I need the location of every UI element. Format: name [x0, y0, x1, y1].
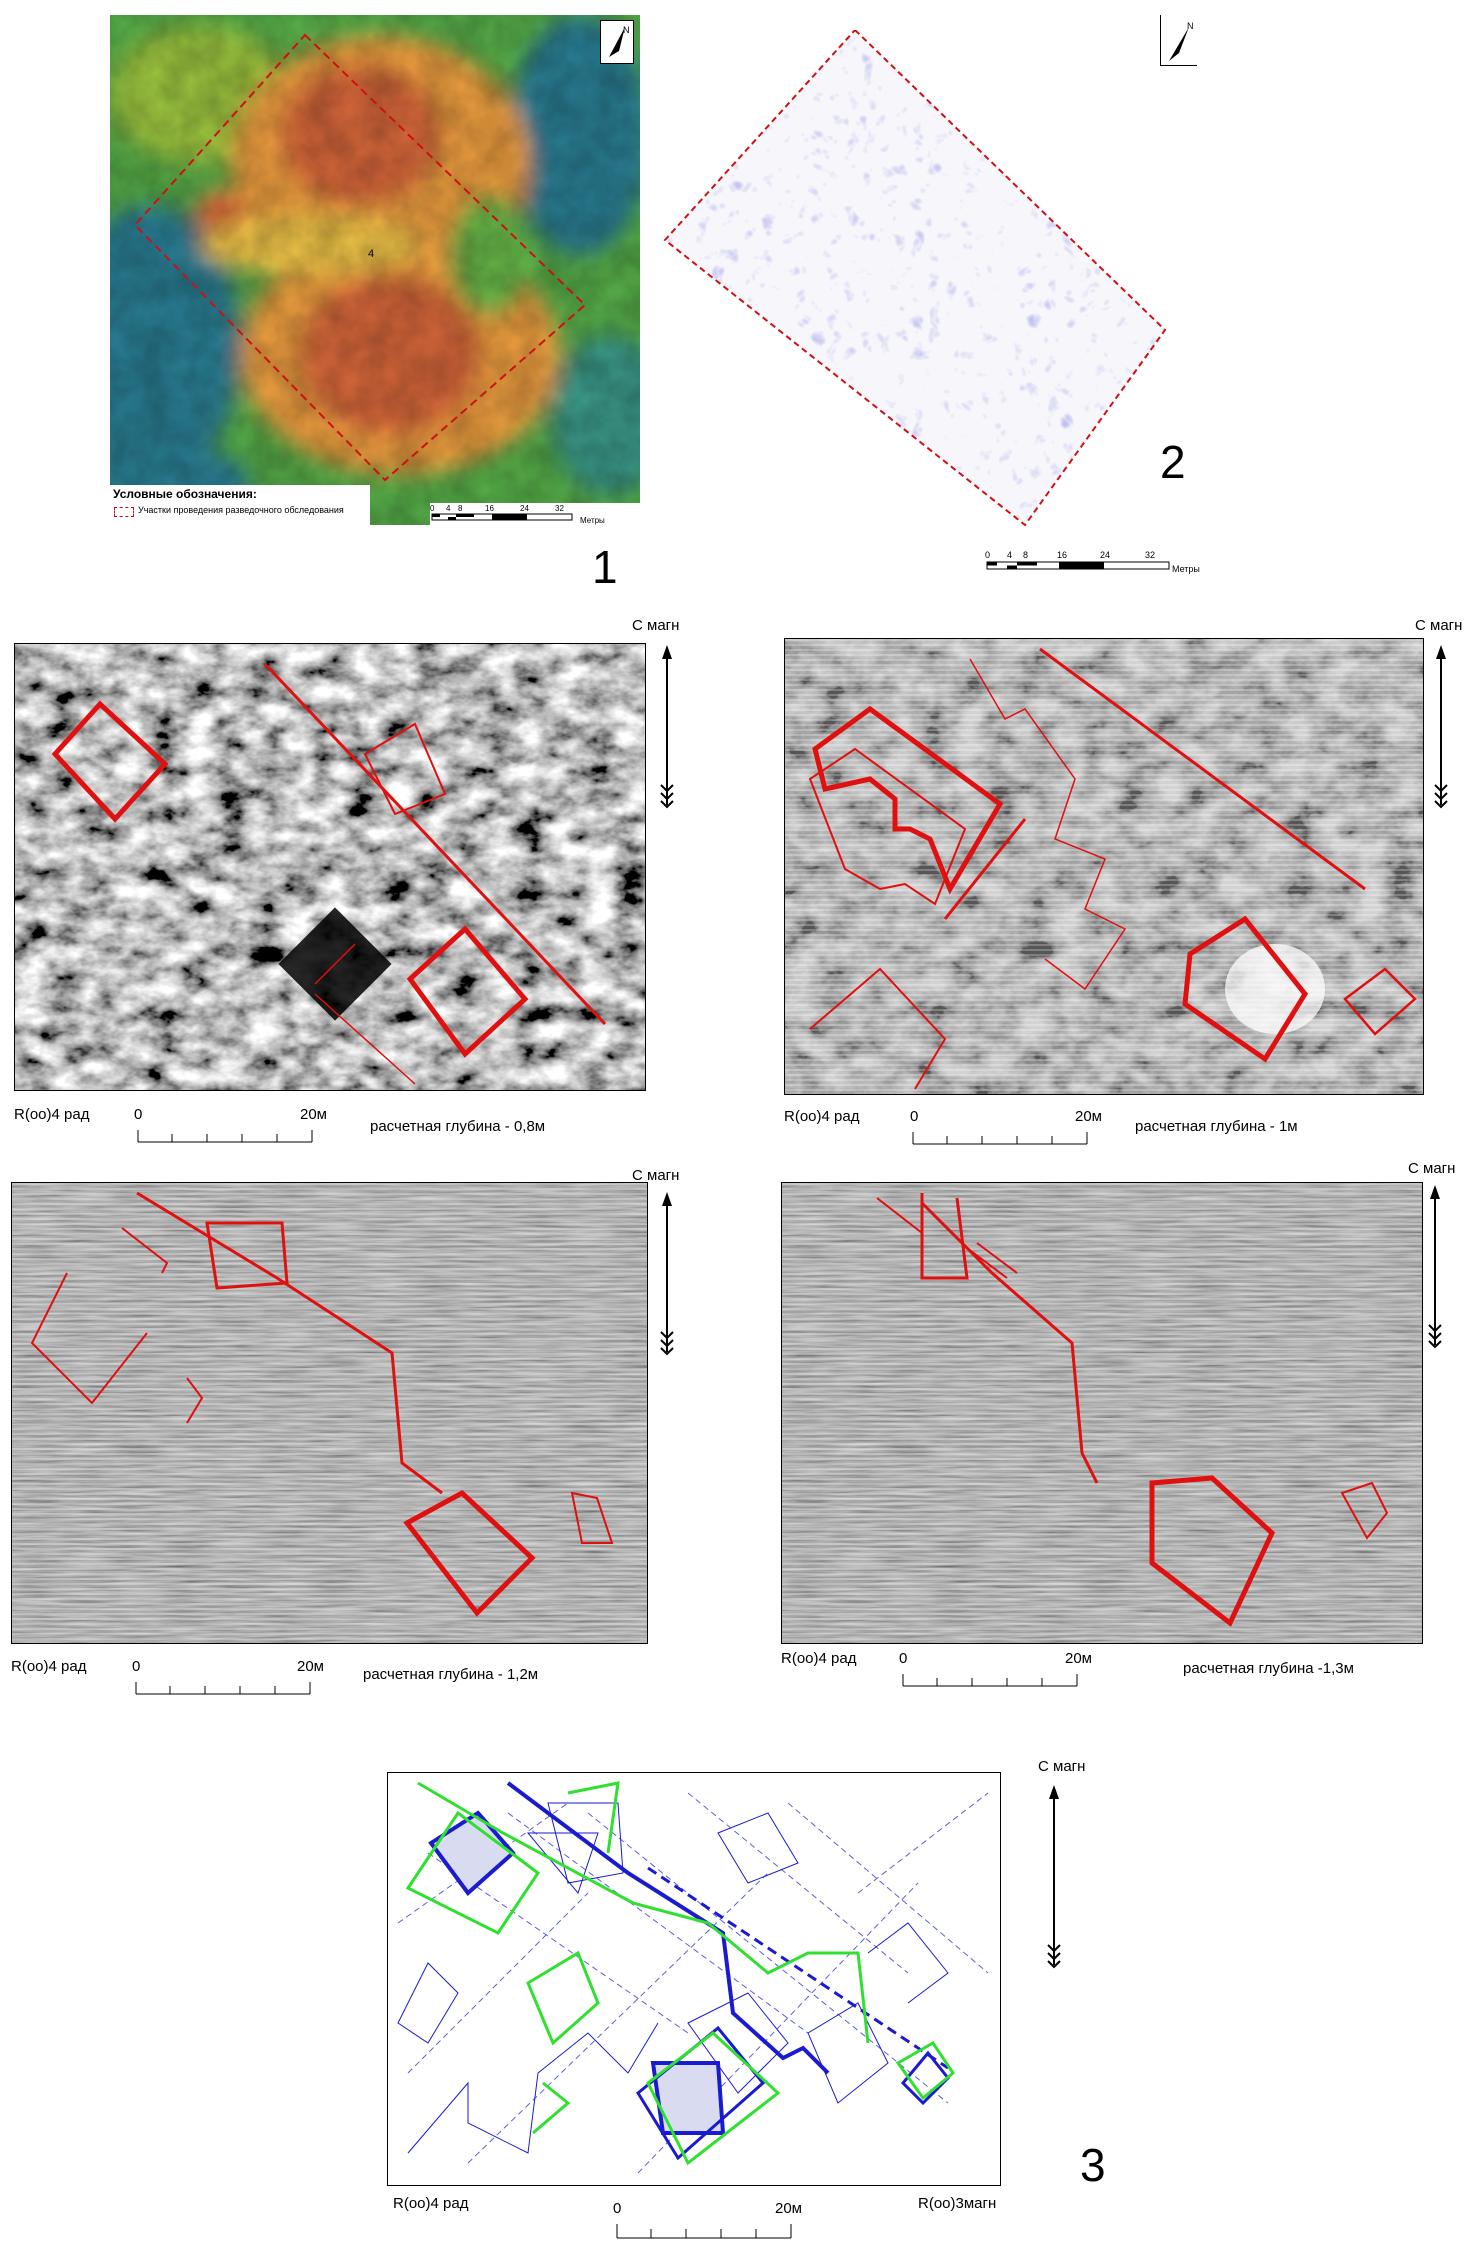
panel-a-depth: расчетная глубина - 0,8м [370, 1118, 546, 1135]
legend-item: Участки проведения разведочного обследов… [138, 505, 344, 515]
svg-text:24: 24 [1100, 550, 1110, 560]
north-arrow-icon: N [600, 20, 634, 64]
panel-d-scale-zero: 0 [899, 1650, 908, 1667]
fig3-scalebar [616, 2222, 796, 2240]
svg-text:4: 4 [1007, 550, 1012, 560]
panel-b-north-arrow-icon [1434, 645, 1448, 825]
panel-depth-0-8 [14, 643, 646, 1091]
fig2-contour-map [660, 30, 1180, 530]
svg-text:0: 0 [430, 504, 435, 513]
panel-c-north-label: С магн [632, 1167, 680, 1184]
panel-d-north-arrow-icon [1428, 1185, 1442, 1365]
fig3-param-left: R(oo)4 рад [393, 2195, 469, 2212]
fig2-scale: 0 4 8 16 24 32 Метры [985, 550, 1205, 576]
panel-b-north-label: С магн [1415, 617, 1463, 634]
site-label: 4 [368, 248, 374, 260]
panel-a-north-arrow-icon [660, 645, 674, 825]
panel-depth-1-3 [781, 1182, 1423, 1644]
fig3-scale-zero: 0 [613, 2200, 622, 2217]
svg-text:4: 4 [446, 504, 451, 513]
fig1-number: 1 [592, 541, 618, 593]
fig3-interpretation [387, 1772, 1001, 2186]
panel-b-depth: расчетная глубина - 1м [1135, 1118, 1298, 1135]
panel-d-scale-end: 20м [1065, 1650, 1092, 1667]
panel-d-scalebar [902, 1672, 1082, 1688]
svg-text:0: 0 [985, 550, 990, 560]
panel-b-scalebar [912, 1130, 1092, 1146]
fig3-scale-end: 20м [775, 2200, 802, 2217]
panel-a-scale-zero: 0 [134, 1106, 143, 1123]
panel-d-param: R(oo)4 рад [781, 1650, 857, 1667]
svg-text:Метры: Метры [580, 516, 605, 525]
panel-c-north-arrow-icon [660, 1192, 674, 1372]
legend-swatch [114, 507, 134, 517]
panel-c-scale-zero: 0 [132, 1658, 141, 1675]
fig2-north-arrow-icon: N [1160, 15, 1197, 66]
svg-text:Метры: Метры [1172, 564, 1200, 574]
legend-title: Условные обозначения: [113, 487, 257, 501]
panel-c-param: R(oo)4 рад [11, 1658, 87, 1675]
legend-box: Условные обозначения: Участки проведения… [110, 485, 370, 525]
panel-a-scale-end: 20м [300, 1106, 327, 1123]
svg-text:N: N [623, 25, 630, 35]
panel-b-scale-end: 20м [1075, 1108, 1102, 1125]
panel-depth-1 [784, 638, 1424, 1095]
svg-text:32: 32 [555, 504, 564, 513]
panel-c-scale-end: 20м [297, 1658, 324, 1675]
panel-d-north-label: С магн [1408, 1160, 1456, 1177]
fig3-north-label: С магн [1038, 1758, 1086, 1775]
fig3-north-arrow-icon [1047, 1785, 1061, 1985]
fig3-number: 3 [1080, 2139, 1106, 2191]
panel-b-param: R(oo)4 рад [784, 1108, 860, 1125]
svg-text:N: N [1187, 21, 1194, 31]
panel-depth-1-2 [11, 1182, 648, 1644]
svg-text:16: 16 [1057, 550, 1067, 560]
svg-text:24: 24 [520, 504, 529, 513]
svg-text:8: 8 [458, 504, 463, 513]
svg-text:32: 32 [1145, 550, 1155, 560]
panel-a-scalebar [137, 1128, 317, 1144]
fig3-param-right: R(oo)3магн [918, 2195, 997, 2212]
fig2-number: 2 [1160, 436, 1186, 488]
panel-c-depth: расчетная глубина - 1,2м [363, 1666, 539, 1683]
panel-a-param: R(oo)4 рад [14, 1106, 90, 1123]
fig1-heatmap: 4 N Условные обозначения: Участки провед… [110, 15, 640, 525]
panel-c-scalebar [135, 1680, 315, 1696]
heatmap-image: 4 [110, 15, 640, 525]
svg-text:16: 16 [485, 504, 494, 513]
panel-a-north-label: С магн [632, 617, 680, 634]
panel-d-depth: расчетная глубина -1,3м [1183, 1660, 1354, 1677]
panel-b-scale-zero: 0 [910, 1108, 919, 1125]
svg-text:8: 8 [1023, 550, 1028, 560]
